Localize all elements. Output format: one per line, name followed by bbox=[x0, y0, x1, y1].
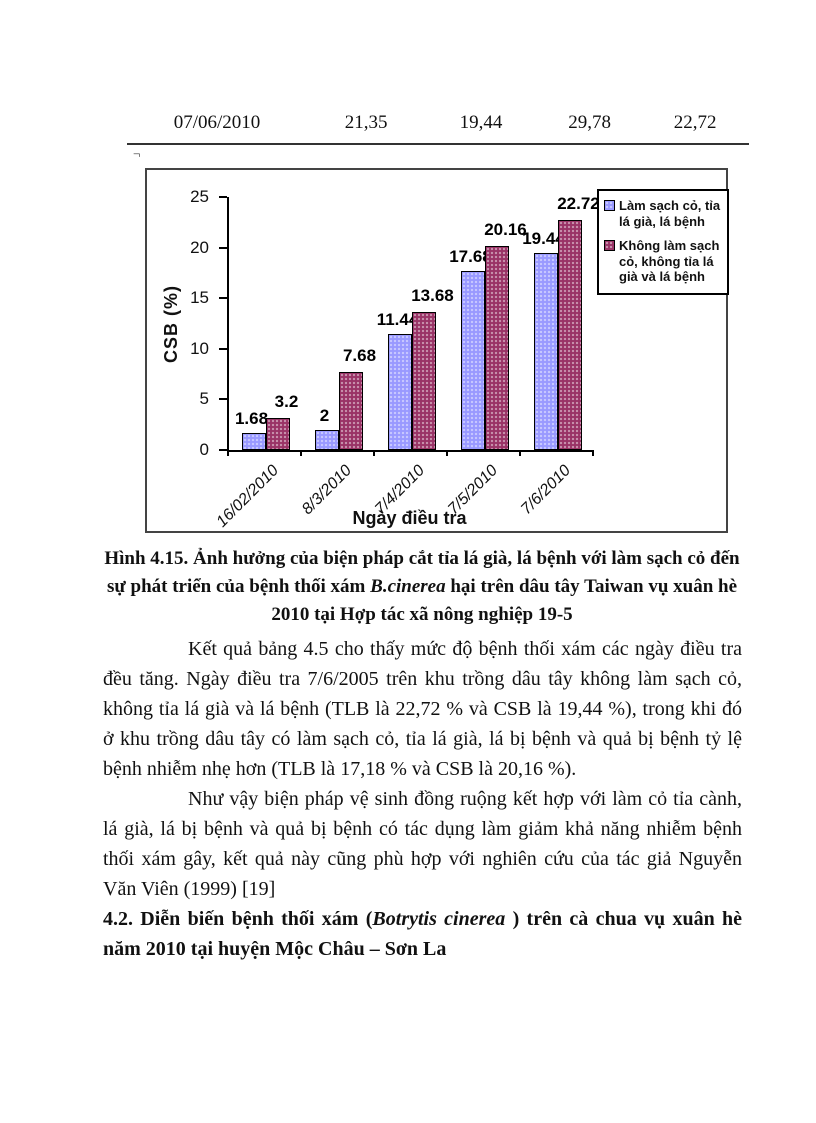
chart-legend: Làm sạch cỏ, tỉa lá già, lá bệnh Không l… bbox=[597, 189, 729, 295]
table-cell-value4: 22,72 bbox=[673, 112, 717, 133]
y-tick-mark bbox=[219, 449, 227, 451]
bar-series2 bbox=[338, 372, 363, 450]
y-tick-mark bbox=[219, 398, 227, 401]
paragraph: Như vậy biện pháp vệ sinh đồng ruộng kết… bbox=[103, 788, 742, 900]
y-tick-mark bbox=[219, 297, 227, 300]
bar-value-label: 13.68 bbox=[411, 285, 454, 305]
bar-series1 bbox=[387, 334, 412, 450]
bar-value-label: 11.44 bbox=[376, 310, 419, 330]
heading-species-name: Botrytis cinerea bbox=[372, 908, 513, 930]
y-tick-mark bbox=[219, 246, 227, 249]
y-tick-mark bbox=[219, 347, 227, 350]
table-row: 07/06/2010 21,35 19,44 29,78 22,72 bbox=[127, 110, 748, 136]
x-tick-mark bbox=[300, 450, 302, 456]
bar-value-label: 1.68 bbox=[234, 408, 269, 428]
bar-series2 bbox=[484, 245, 509, 450]
caption-species-name: B.cinerea bbox=[370, 576, 446, 597]
x-tick-mark bbox=[592, 450, 594, 456]
table-cell-value2: 19,44 bbox=[459, 112, 503, 133]
bar-value-label: 22.72 bbox=[557, 194, 600, 214]
series2-swatch-icon bbox=[604, 240, 615, 251]
y-tick-label: 10 bbox=[190, 338, 209, 358]
y-tick-label: 0 bbox=[199, 440, 209, 459]
bar-series1 bbox=[241, 433, 266, 450]
bar-series2 bbox=[557, 220, 582, 450]
y-tick-label: 20 bbox=[190, 237, 209, 257]
heading-text: ) trên cà chua vụ xuân hè năm 2010 tại h… bbox=[103, 908, 742, 960]
bar-series1 bbox=[460, 271, 485, 450]
x-tick-mark bbox=[519, 450, 521, 456]
x-axis-title: Ngày điều tra bbox=[352, 508, 467, 528]
x-tick-mark bbox=[446, 450, 448, 456]
y-tick-mark bbox=[219, 196, 227, 198]
heading-text: 4.2. Diễn biến bệnh thối xám ( bbox=[103, 908, 373, 930]
table-cell-value1: 21,35 bbox=[344, 112, 388, 133]
figure-caption: Hình 4.15. Ảnh hưởng của biện pháp cắt t… bbox=[98, 545, 746, 629]
anchor-mark: ¬ bbox=[133, 146, 141, 161]
bar-value-label: 19.44 bbox=[522, 229, 565, 249]
bar-series2 bbox=[411, 311, 436, 450]
table-bottom-rule bbox=[127, 143, 749, 145]
bar-value-label: 20.16 bbox=[484, 219, 527, 239]
plot-area: 1.68 3.2 2 7.68 11.44 13.68 17.68 20.16 19.44 22.… bbox=[227, 194, 600, 452]
table-cell-value3: 29,78 bbox=[568, 112, 611, 133]
y-tick-label: 25 bbox=[190, 187, 209, 206]
paragraph: Kết quả bảng 4.5 cho thấy mức độ bệnh th… bbox=[103, 638, 742, 780]
bar-value-label: 3.2 bbox=[274, 391, 299, 411]
chart-frame: CSB (%) 1.68 3.2 2 7.68 11.44 13.68 17.68 20.16… bbox=[145, 168, 729, 533]
y-axis-title: CSB (%) bbox=[161, 285, 181, 363]
bar-value-label: 7.68 bbox=[342, 346, 377, 366]
series1-swatch-icon bbox=[604, 200, 615, 211]
bar-value-label: 17.68 bbox=[449, 247, 492, 267]
bar-value-label: 2 bbox=[319, 405, 330, 425]
bar-series1 bbox=[533, 253, 558, 450]
legend-label: Không làm sạch cỏ, không tỉa lá già và l… bbox=[619, 238, 720, 284]
y-tick-label: 5 bbox=[199, 389, 209, 409]
section-heading: 4.2. Diễn biến bệnh thối xám (Botrytis c… bbox=[103, 904, 742, 964]
table-cell-date: 07/06/2010 bbox=[173, 112, 261, 133]
x-tick-mark bbox=[227, 450, 229, 456]
body-text: Kết quả bảng 4.5 cho thấy mức độ bệnh th… bbox=[103, 634, 742, 964]
legend-item: Không làm sạch cỏ, không tỉa lá già và l… bbox=[604, 238, 724, 285]
y-tick-label: 15 bbox=[190, 288, 209, 308]
legend-label: Làm sạch cỏ, tỉa lá già, lá bệnh bbox=[619, 198, 721, 229]
legend-item: Làm sạch cỏ, tỉa lá già, lá bệnh bbox=[604, 198, 724, 229]
bar-series1 bbox=[314, 429, 339, 450]
caption-text: hại trên dâu tây Taiwan vụ xuân hè 2010 … bbox=[271, 576, 738, 625]
caption-text: Hình 4.15. Ảnh hưởng của biện pháp cắt t… bbox=[104, 548, 740, 597]
bar-series2 bbox=[265, 417, 290, 450]
x-tick-mark bbox=[373, 450, 375, 456]
